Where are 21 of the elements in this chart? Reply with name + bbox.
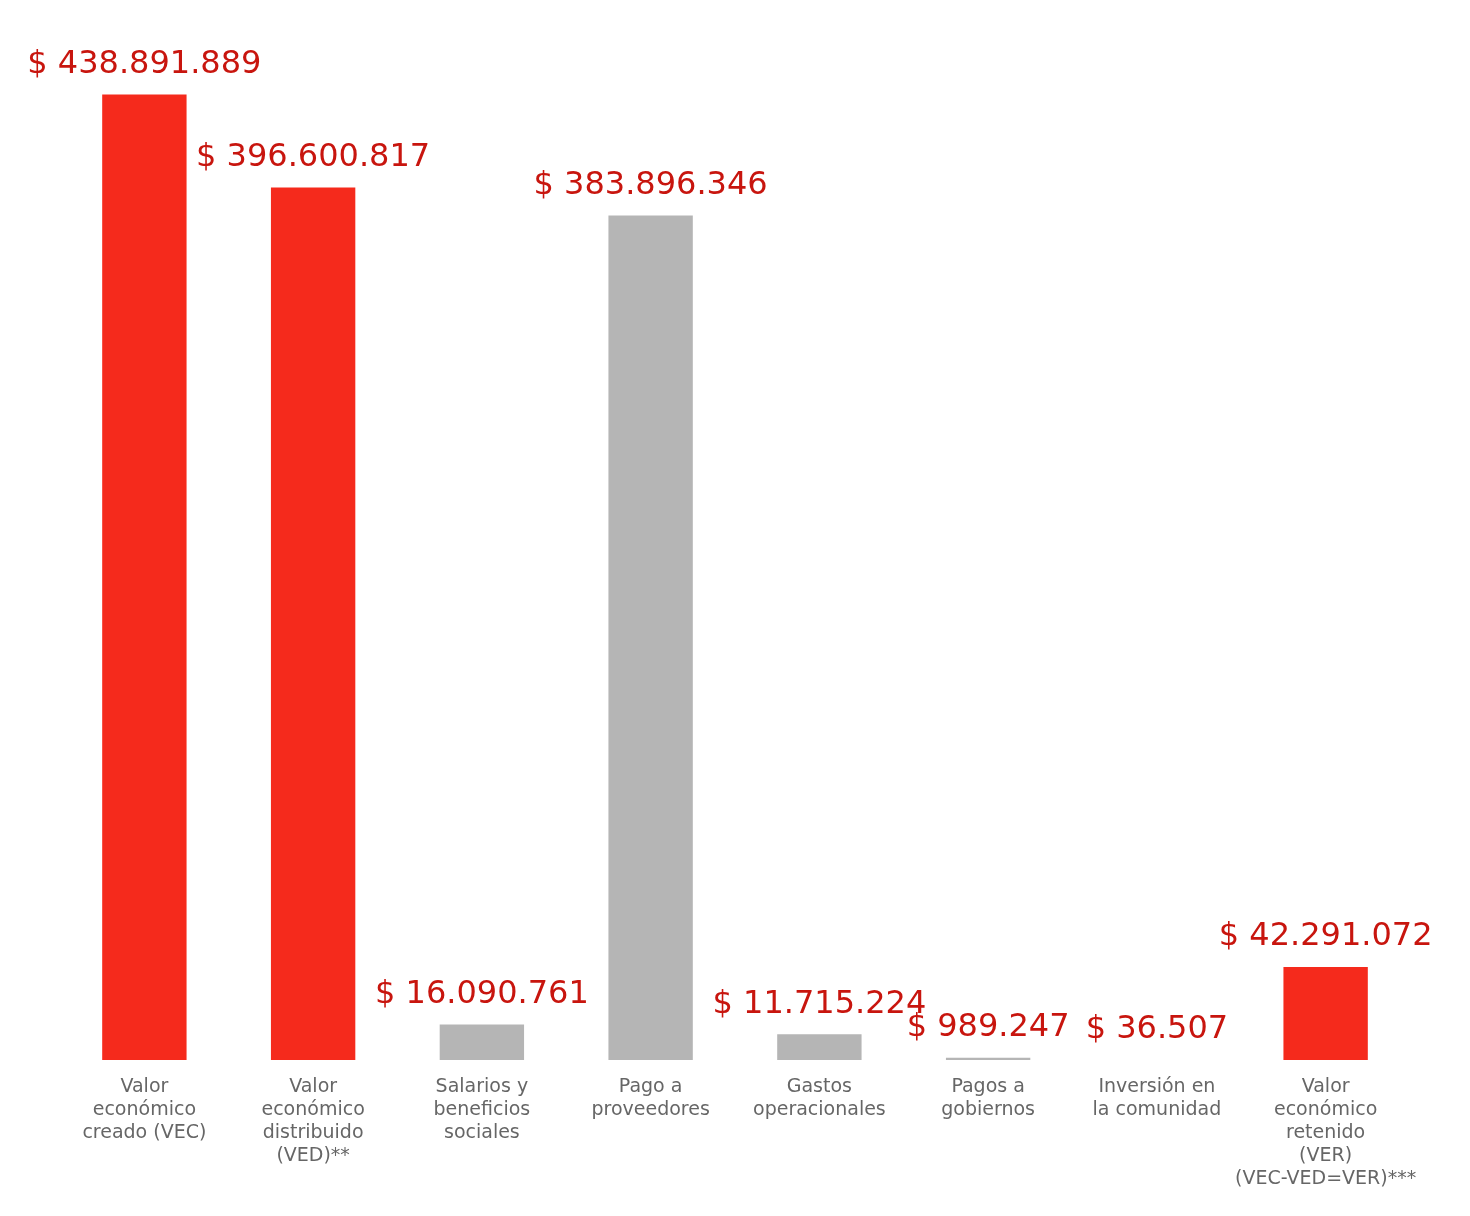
x-tick-label: Pagos a gobiernos <box>941 1074 1036 1120</box>
x-tick-label: Valor económico distribuido (VED)** <box>261 1074 365 1165</box>
data-label: $ 438.891.889 <box>27 42 262 81</box>
bar <box>270 187 356 1060</box>
x-tick-label: Inversión en la comunidad <box>1092 1074 1222 1120</box>
bar <box>945 1057 1031 1060</box>
x-tick-label: Valor económico creado (VEC) <box>82 1074 207 1142</box>
bar <box>102 94 187 1060</box>
data-label: $ 383.896.346 <box>533 163 768 202</box>
data-label: $ 42.291.072 <box>1218 915 1433 954</box>
bar <box>777 1034 862 1060</box>
x-tick-label: Valor económico retenido (VER) (VEC-VED=VER)*** <box>1235 1074 1417 1188</box>
bar <box>439 1024 525 1060</box>
data-label: $ 396.600.817 <box>196 135 431 174</box>
bar <box>1283 966 1368 1060</box>
bar <box>608 215 693 1060</box>
data-label: $ 16.090.761 <box>375 972 589 1011</box>
x-tick-label: Salarios y beneficios sociales <box>433 1074 531 1142</box>
data-label: $ 36.507 <box>1085 1008 1229 1047</box>
x-tick-label: Gastos operacionales <box>753 1074 886 1120</box>
x-tick-label: Pago a proveedores <box>591 1074 710 1120</box>
